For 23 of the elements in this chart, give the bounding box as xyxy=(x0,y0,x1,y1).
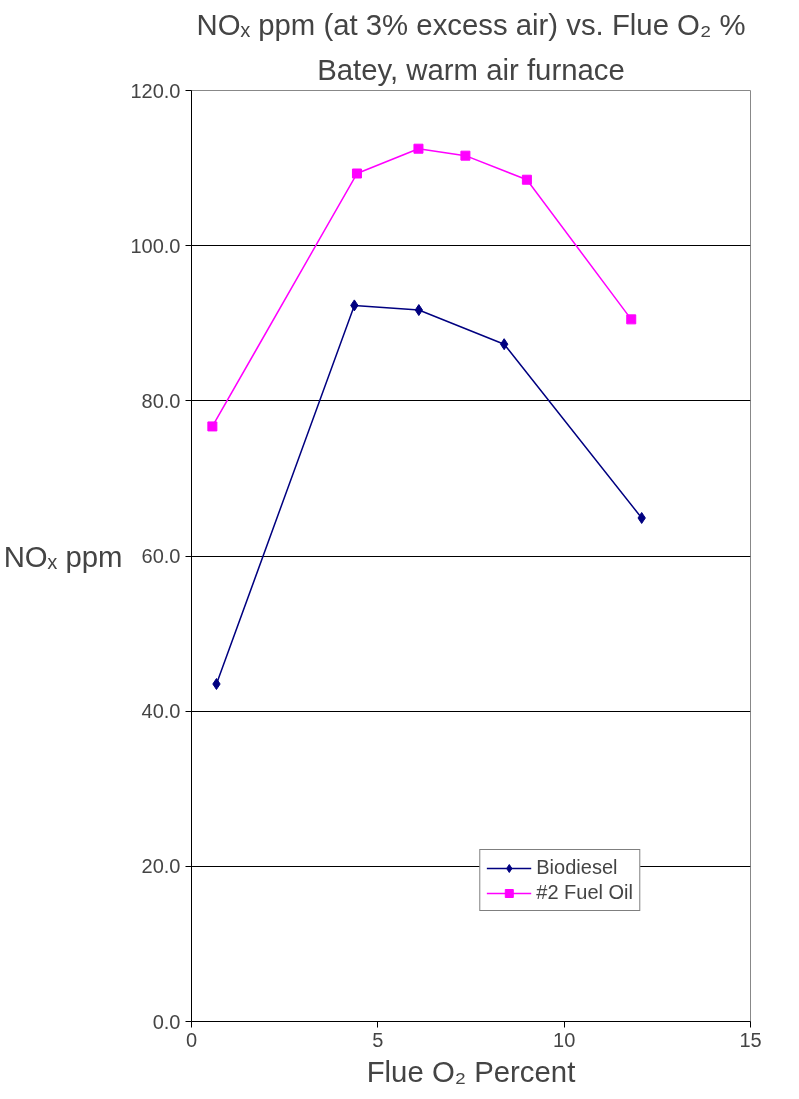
point xyxy=(460,150,471,161)
point xyxy=(351,168,362,179)
chart-title: NOₓ ppm (at 3% excess air) vs. Flue O₂ % xyxy=(196,7,746,41)
y-tick-label: 40.0 xyxy=(141,700,181,723)
chart-subtitle: Batey, warm air furnace xyxy=(317,52,625,86)
legend-label: #2 Fuel Oil xyxy=(536,881,633,904)
x-tick-label: 5 xyxy=(372,1028,384,1051)
y-tick-label: 0.0 xyxy=(152,1010,181,1033)
y-tick-label: 60.0 xyxy=(141,545,181,567)
y-tick-label: 120.0 xyxy=(130,79,181,102)
x-tick-label: 15 xyxy=(739,1028,762,1051)
y-tick-label: 100.0 xyxy=(130,234,181,257)
x-axis-title: Flue O₂ Percent xyxy=(366,1054,576,1088)
y-tick-label: 20.0 xyxy=(141,855,181,878)
legend-label: Biodiesel xyxy=(536,856,618,879)
y-axis-title: NOₓ ppm xyxy=(3,539,123,573)
point xyxy=(413,143,424,154)
point xyxy=(521,174,532,185)
point xyxy=(626,314,637,325)
x-tick-label: 10 xyxy=(553,1028,576,1051)
point xyxy=(207,421,218,432)
x-tick-label: 0 xyxy=(185,1028,198,1051)
y-tick-label: 80.0 xyxy=(141,389,181,412)
